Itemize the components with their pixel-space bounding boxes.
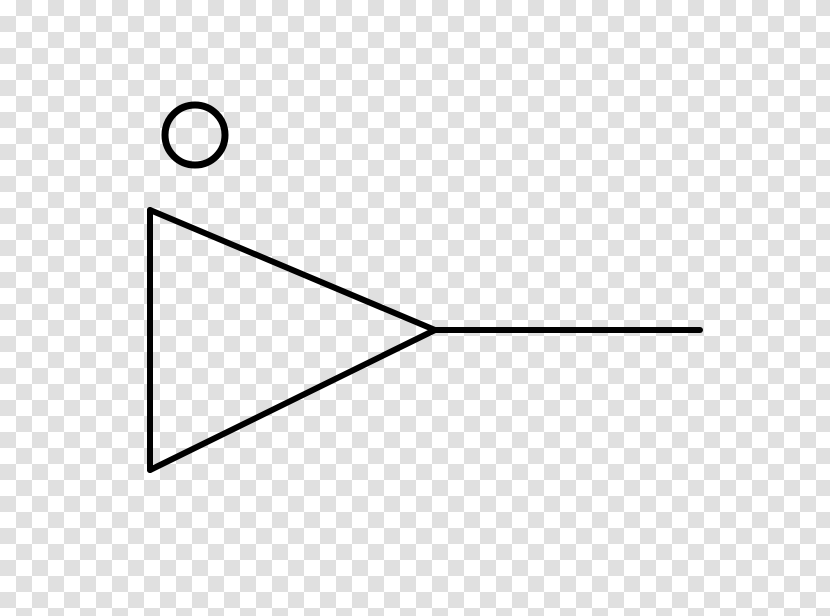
bond-bottom-left-to-apex <box>150 330 435 470</box>
chemical-structure-diagram <box>0 0 830 616</box>
oxygen-atom-circle <box>165 105 225 165</box>
structure-svg <box>0 0 830 616</box>
bond-top-left-to-apex <box>150 210 435 330</box>
